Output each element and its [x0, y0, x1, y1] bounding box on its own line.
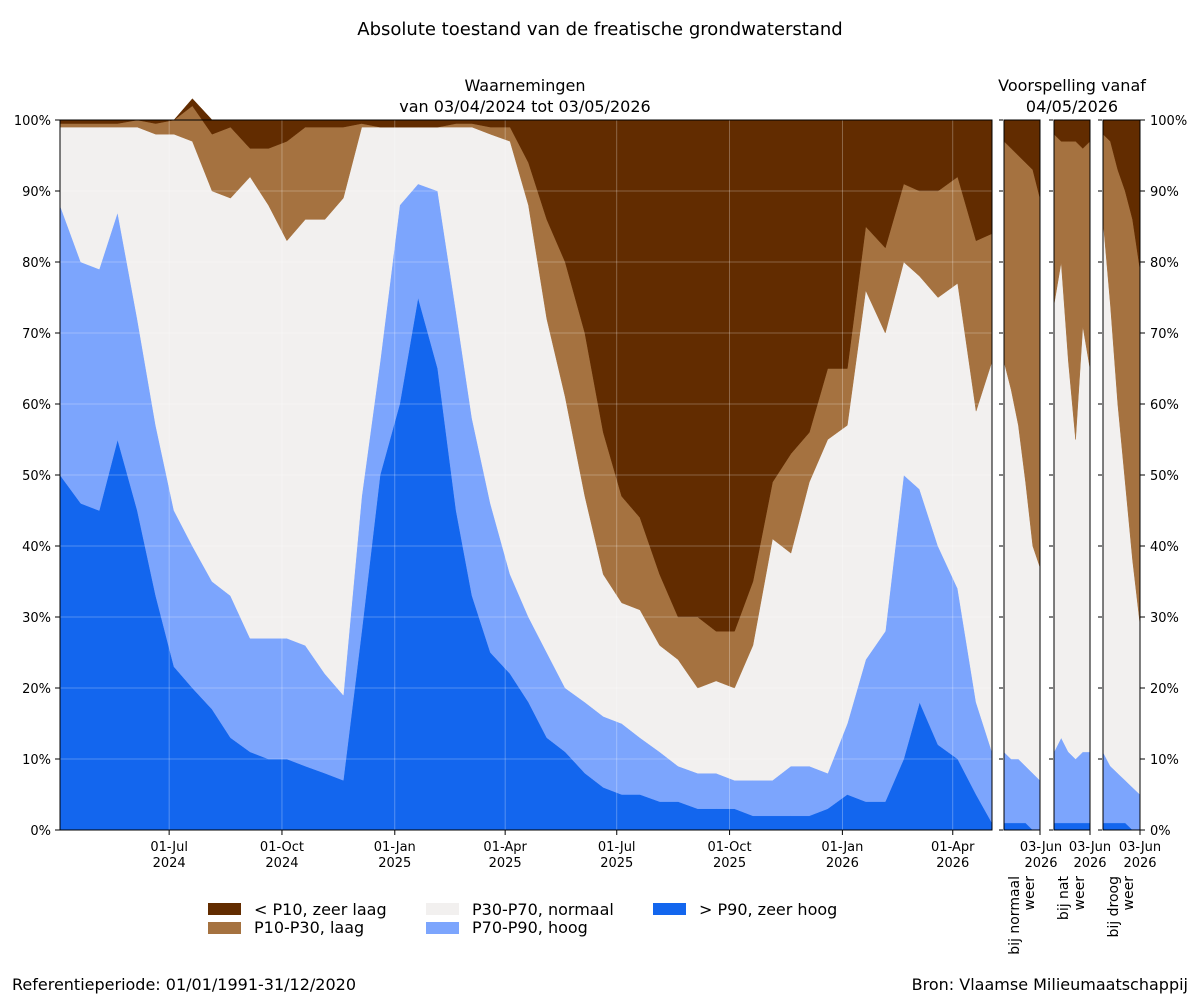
- y-tick-label-left: 80%: [22, 256, 51, 271]
- x-tick-label: 01-Apr: [483, 840, 527, 855]
- reference-period: Referentieperiode: 01/01/1991-31/12/2020: [12, 975, 356, 994]
- y-tick-label-right: 40%: [1150, 540, 1179, 555]
- x-tick-year: 2024: [265, 856, 298, 871]
- legend: < P10, zeer laag P10-P30, laag P30-P70, …: [208, 900, 837, 937]
- forecast-dry-plot: [1102, 119, 1141, 835]
- y-tick-label-left: 90%: [22, 185, 51, 200]
- legend-label-laag: P10-P30, laag: [254, 918, 364, 937]
- legend-swatch-zeer-laag: [208, 903, 241, 915]
- x-tick-year: 2024: [153, 856, 186, 871]
- observations-title-line2: van 03/04/2024 tot 03/05/2026: [399, 97, 650, 116]
- forecast-dry-label-line2: weer: [1121, 876, 1137, 911]
- y-tick-label-left: 10%: [22, 753, 51, 768]
- x-tick-year: 2025: [600, 856, 633, 871]
- forecast-normal-label-line2: weer: [1022, 876, 1038, 911]
- y-tick-label-right: 60%: [1150, 398, 1179, 413]
- y-tick-label-left: 20%: [22, 682, 51, 697]
- y-tick-label-right: 100%: [1150, 114, 1187, 129]
- x-tick-label: 01-Apr: [931, 840, 975, 855]
- legend-label-zeer-laag: < P10, zeer laag: [254, 900, 387, 919]
- observations-plot: [59, 98, 993, 831]
- y-tick-label-right: 70%: [1150, 327, 1179, 342]
- y-tick-label-right: 50%: [1150, 469, 1179, 484]
- forecast-wet-plot: [1053, 119, 1091, 835]
- legend-swatch-zeer-hoog: [653, 903, 686, 915]
- x-tick-year: 2025: [713, 856, 746, 871]
- y-axis-right-labels: 0% 10% 20% 30% 40% 50% 60% 70% 80% 90% 100%: [999, 114, 1187, 839]
- x-tick-year: 2026: [826, 856, 859, 871]
- x-tick-year: 2025: [489, 856, 522, 871]
- forecast-wet-frame: [1053, 119, 1091, 831]
- x-tick-label: 01-Jul: [150, 840, 188, 855]
- forecast-wet-xtick-1: 03-Jun: [1069, 840, 1111, 855]
- forecast-normal-plot: [1003, 119, 1041, 835]
- forecast-normal-frame: [1003, 119, 1041, 831]
- y-tick-label-right: 90%: [1150, 185, 1179, 200]
- legend-swatch-normaal: [426, 903, 459, 915]
- forecast-dry-label-line1: bij droog: [1106, 876, 1122, 937]
- observations-title-line1: Waarnemingen: [465, 76, 586, 95]
- y-tick-label-right: 20%: [1150, 682, 1179, 697]
- y-tick-label-right: 10%: [1150, 753, 1179, 768]
- x-tick-label: 01-Oct: [260, 840, 304, 855]
- forecast-dry-xtick-2: 2026: [1123, 856, 1156, 871]
- x-tick-year: 2025: [378, 856, 411, 871]
- chart-title: Absolute toestand van de freatische gron…: [357, 19, 842, 40]
- y-tick-label-left: 70%: [22, 327, 51, 342]
- x-tick-label: 01-Jul: [598, 840, 636, 855]
- legend-label-normaal: P30-P70, normaal: [472, 900, 614, 919]
- forecast-normal-xtick-1: 03-Jun: [1020, 840, 1062, 855]
- forecast-wet-xtick-2: 2026: [1073, 856, 1106, 871]
- y-tick-label-right: 0%: [1150, 824, 1171, 839]
- forecast-wet-area-zeer-hoog: [1053, 822, 1091, 831]
- y-tick-label-left: 30%: [22, 611, 51, 626]
- legend-swatch-hoog: [426, 922, 459, 934]
- y-tick-label-left: 40%: [22, 540, 51, 555]
- x-tick-label: 01-Jan: [821, 840, 863, 855]
- y-tick-label-right: 80%: [1150, 256, 1179, 271]
- forecast-normal-xtick-2: 2026: [1024, 856, 1057, 871]
- y-tick-label-right: 30%: [1150, 611, 1179, 626]
- legend-swatch-laag: [208, 922, 241, 934]
- forecast-normal-label-line1: bij normaal: [1007, 876, 1023, 955]
- forecast-wet-label-line1: bij nat: [1056, 875, 1072, 920]
- y-axis-left-labels: 0% 10% 20% 30% 40% 50% 60% 70% 80% 90% 100%: [14, 114, 60, 839]
- legend-label-hoog: P70-P90, hoog: [472, 918, 588, 937]
- y-tick-label-left: 50%: [22, 469, 51, 484]
- x-tick-year: 2026: [936, 856, 969, 871]
- source-credit: Bron: Vlaamse Milieumaatschappij: [912, 975, 1188, 994]
- y-tick-label-left: 100%: [14, 114, 51, 129]
- y-tick-label-left: 60%: [22, 398, 51, 413]
- forecast-title-line1: Voorspelling vanaf: [998, 76, 1146, 95]
- x-axis-observations-labels: 01-Jul202401-Oct202401-Jan202501-Apr2025…: [150, 830, 975, 871]
- x-tick-label: 01-Oct: [708, 840, 752, 855]
- y-tick-label-left: 0%: [30, 824, 51, 839]
- x-tick-label: 01-Jan: [374, 840, 416, 855]
- forecast-wet-label-line2: weer: [1072, 876, 1088, 911]
- forecast-dry-xtick-1: 03-Jun: [1119, 840, 1161, 855]
- forecast-title-line2: 04/05/2026: [1026, 97, 1118, 116]
- legend-label-zeer-hoog: > P90, zeer hoog: [699, 900, 837, 919]
